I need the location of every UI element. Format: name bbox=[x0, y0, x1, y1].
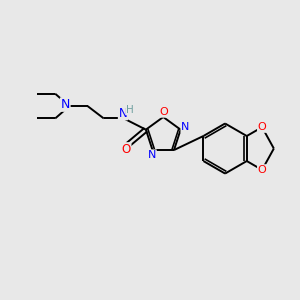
Text: N: N bbox=[148, 150, 156, 160]
Text: O: O bbox=[159, 107, 168, 117]
Text: O: O bbox=[122, 143, 131, 156]
Text: O: O bbox=[258, 122, 266, 132]
Text: H: H bbox=[126, 105, 134, 115]
Text: O: O bbox=[258, 165, 266, 175]
Text: N: N bbox=[118, 106, 127, 120]
Text: N: N bbox=[61, 98, 70, 111]
Text: N: N bbox=[181, 122, 190, 132]
